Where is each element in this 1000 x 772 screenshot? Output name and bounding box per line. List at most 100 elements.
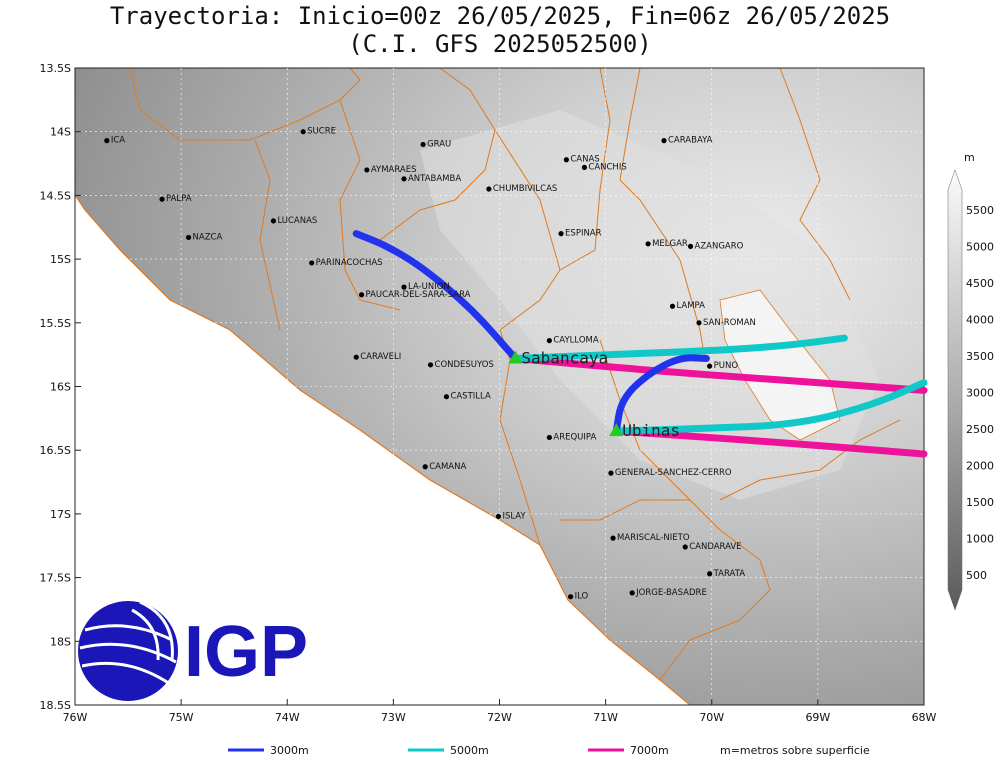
place-dot	[546, 434, 552, 441]
place-label: CHUMBIVILCAS	[493, 184, 557, 194]
legend-label: 7000m	[630, 744, 669, 757]
place-dot	[707, 571, 713, 577]
tick-label-lat: 15.5S	[40, 317, 71, 330]
trajectory-3000m-sabancaya	[352, 230, 519, 362]
place-label: LA-UNION	[408, 282, 450, 292]
volcano-markers: Sabancaya Ubinas	[508, 348, 680, 440]
legend: 3000m 5000m 7000m m=metros sobre superficie	[228, 744, 870, 757]
place-dot	[358, 292, 365, 298]
place-dot	[563, 157, 569, 163]
igp-logo: IGP	[78, 600, 308, 701]
place-dot	[629, 590, 635, 596]
place-dot	[581, 164, 588, 170]
trajectory-5000m-ubinas	[612, 379, 928, 435]
colorbar-label: 500	[966, 569, 987, 582]
igp-logo-text: IGP	[184, 612, 308, 692]
place-label: LUCANAS	[277, 216, 317, 226]
tick-label-lon: 73W	[381, 711, 406, 724]
colorbar-label: 2000	[966, 460, 994, 473]
colorbar-label: 2500	[966, 423, 994, 436]
tick-label-lat: 16S	[50, 381, 71, 394]
place-dot	[495, 513, 502, 520]
colorbar-label: 5500	[966, 204, 994, 217]
map-title-line2: (C.I. GFS 2025052500)	[348, 30, 652, 58]
place-dot	[645, 241, 651, 247]
volcano-marker	[609, 423, 624, 437]
place-label: CAMANA	[429, 462, 466, 472]
legend-label: 3000m	[270, 744, 309, 757]
legend-note: m=metros sobre superficie	[720, 744, 870, 757]
gridlines	[75, 68, 924, 705]
legend-label: 5000m	[450, 744, 489, 757]
tick-label-lon: 70W	[699, 711, 724, 724]
place-label: CARABAYA	[668, 136, 713, 146]
volcano-marker	[508, 350, 523, 364]
tick-label-lat: 18.5S	[40, 699, 71, 712]
tick-label-lat: 17S	[50, 508, 71, 521]
place-label: ICA	[111, 136, 125, 146]
colorbar-unit: m	[964, 151, 975, 164]
trajectory-lines	[352, 230, 928, 458]
place-label: CASTILLA	[450, 392, 491, 402]
tick-label-lat: 16.5S	[40, 444, 71, 457]
place-dot	[401, 284, 407, 290]
place-label: GENERAL-SANCHEZ-CERRO	[615, 468, 732, 478]
place-label: CANCHIS	[588, 162, 626, 172]
volcano-label: Ubinas	[622, 421, 680, 440]
place-label: CAYLLOMA	[553, 336, 598, 346]
colorbar-label: 3000	[966, 387, 994, 400]
place-dot	[185, 234, 192, 241]
place-dot	[696, 320, 702, 326]
place-dot	[661, 138, 667, 144]
place-dot	[682, 544, 688, 550]
place-label: AYMARAES	[371, 165, 417, 175]
place-label: CARAVELI	[360, 352, 401, 362]
place-dot	[427, 362, 434, 368]
place-dot	[568, 594, 574, 600]
colorbar-label: 5000	[966, 241, 994, 254]
place-dot	[486, 186, 492, 192]
colorbar-label: 1500	[966, 496, 994, 509]
place-dot	[309, 260, 315, 266]
place-label: SAN-ROMAN	[703, 318, 756, 328]
colorbar-label: 4000	[966, 314, 994, 327]
place-label: ANTABAMBA	[408, 174, 461, 184]
tick-label-lat: 13.5S	[40, 62, 71, 75]
tick-label-lat: 14S	[50, 126, 71, 139]
place-label: PARINACOCHAS	[316, 258, 383, 268]
place-label: NAZCA	[193, 232, 223, 242]
place-label: CONDESUYOS	[435, 360, 494, 370]
tick-label-lon: 71W	[593, 711, 618, 724]
place-dot	[159, 196, 165, 202]
place-dot	[353, 354, 359, 360]
place-label: SUCRE	[307, 127, 336, 137]
place-label: CANAS	[570, 155, 599, 165]
place-dot	[669, 303, 676, 309]
trajectory-7000m-sabancaya	[511, 354, 928, 394]
place-label: PAUCAR-DEL-SARA-SARA	[366, 290, 471, 300]
map-title-line1: Trayectoria: Inicio=00z 26/05/2025, Fin=…	[109, 2, 891, 30]
place-dot	[420, 141, 426, 148]
colorbar-label: 3500	[966, 350, 994, 363]
place-dot	[546, 338, 552, 344]
place-label: CANDARAVE	[689, 542, 741, 552]
place-label: JORGE-BASADRE	[635, 588, 707, 598]
lake-titicaca	[719, 289, 841, 441]
place-label: PUNO	[714, 361, 739, 371]
place-label: TARATA	[713, 569, 746, 579]
tick-label-lat: 14.5S	[40, 189, 71, 202]
place-dot	[270, 218, 277, 224]
volcano-label: Sabancaya	[521, 348, 608, 367]
coastline	[75, 194, 691, 705]
place-dot	[687, 243, 694, 249]
trajectory-5000m-sabancaya	[511, 334, 848, 362]
tick-label-lon: 75W	[169, 711, 194, 724]
place-label: GRAU	[427, 139, 451, 149]
place-label: AZANGARO	[695, 241, 744, 251]
tick-label-lat: 17.5S	[40, 572, 71, 585]
place-dot	[707, 363, 713, 369]
colorbar-label: 4500	[966, 277, 994, 290]
place-label: PALPA	[166, 194, 192, 204]
